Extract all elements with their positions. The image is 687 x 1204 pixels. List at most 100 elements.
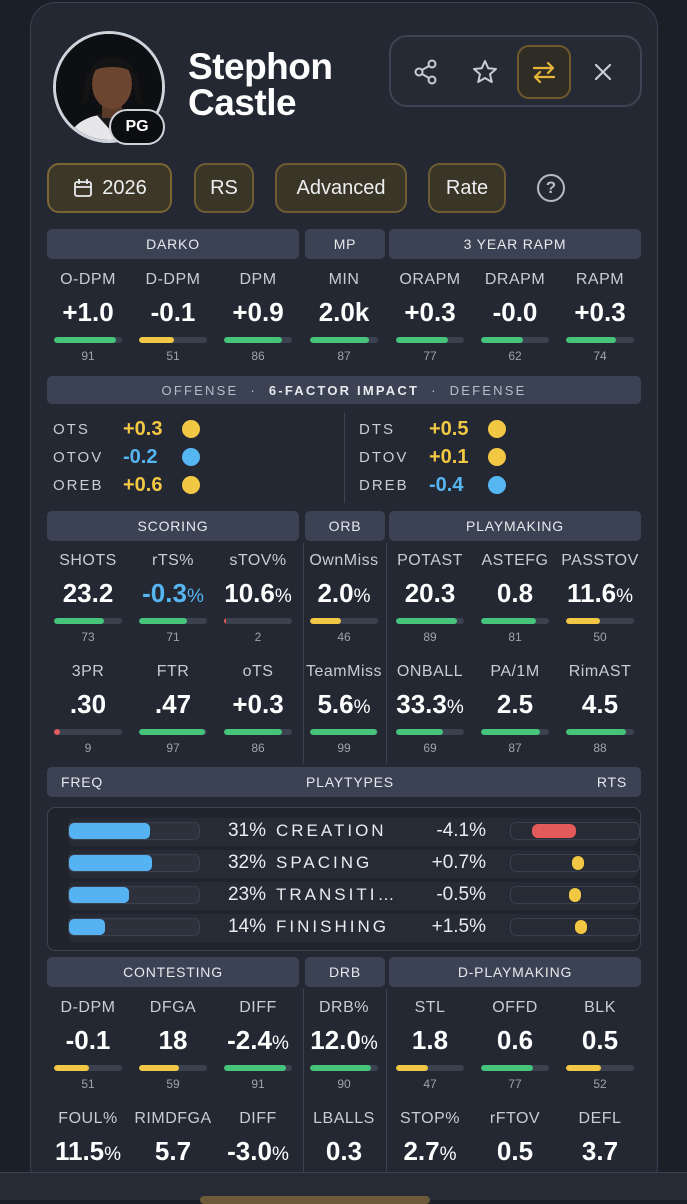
stat-dfga[interactable]: DFGA 18 59 — [130, 999, 216, 1091]
stat-stov-[interactable]: sTOV% 10.6% 2 — [215, 552, 301, 644]
help-button[interactable]: ? — [537, 174, 565, 202]
stat-number: 5.6 — [317, 689, 354, 719]
playtype-row-spacing[interactable]: 32% SPACING +0.7% — [68, 850, 640, 878]
playtype-freq-fill — [69, 887, 129, 903]
stat-rimdfga[interactable]: RIMDFGA 5.7 — [130, 1110, 216, 1168]
stat-label: ORAPM — [399, 271, 461, 288]
playtype-rts-bar — [510, 854, 640, 872]
stat-number: 0.5 — [496, 1136, 534, 1166]
stat-offd[interactable]: OFFD 0.6 77 — [472, 999, 558, 1091]
stat-ownmiss[interactable]: OwnMiss 2.0% 46 — [301, 552, 387, 644]
percentile-bar — [396, 729, 464, 735]
stat-value: 0.5 — [557, 1025, 643, 1057]
stat-ftr[interactable]: FTR .47 97 — [130, 663, 216, 755]
stat-mode-toggle[interactable]: Advanced — [275, 163, 407, 213]
stat-potast[interactable]: POTAST 20.3 89 — [387, 552, 473, 644]
stat-d-dpm[interactable]: D-DPM -0.1 51 — [45, 999, 131, 1091]
section-contesting: CONTESTING — [47, 957, 299, 987]
close-button[interactable] — [576, 45, 630, 99]
impact-otov[interactable]: OTOV -0.2 — [53, 445, 200, 469]
stat-unit: % — [186, 586, 204, 607]
playtype-freq-bar — [68, 918, 200, 936]
percentile-rank: 2 — [254, 630, 262, 644]
playtype-rts-marker — [574, 920, 587, 934]
stat-number: 2.5 — [496, 689, 534, 719]
stat-rftov[interactable]: rFTOV 0.5 — [472, 1110, 558, 1168]
section-scoring: SCORING — [47, 511, 299, 541]
percentile-rank: 91 — [81, 349, 95, 363]
compare-button[interactable] — [517, 45, 571, 99]
favorite-button[interactable] — [458, 45, 512, 99]
stat-label: TeamMiss — [305, 663, 382, 680]
impact-oreb[interactable]: OREB +0.6 — [53, 473, 200, 497]
section-dplaymaking: D-PLAYMAKING — [389, 957, 641, 987]
percentile-bar-fill — [54, 618, 104, 624]
playtype-rts: +1.5% — [431, 916, 486, 937]
view-toggle[interactable]: Rate — [428, 163, 506, 213]
playtype-row-transiti[interactable]: 23% TRANSITI… -0.5% — [68, 882, 640, 910]
percentile-bar — [566, 337, 634, 343]
impact-dreb[interactable]: DREB -0.4 — [359, 473, 506, 497]
stat-foul-[interactable]: FOUL% 11.5% — [45, 1110, 131, 1168]
impact-dtov[interactable]: DTOV +0.1 — [359, 445, 506, 469]
stat-blk[interactable]: BLK 0.5 52 — [557, 999, 643, 1091]
stat-stop-[interactable]: STOP% 2.7% — [387, 1110, 473, 1168]
percentile-rank: 91 — [251, 1077, 265, 1091]
stat-diff[interactable]: DIFF -2.4% 91 — [215, 999, 301, 1091]
season-type-toggle[interactable]: RS — [194, 163, 254, 213]
stat-passtov[interactable]: PASSTOV 11.6% 50 — [557, 552, 643, 644]
stat-3pr[interactable]: 3PR .30 9 — [45, 663, 131, 755]
percentile-bar-fill — [481, 337, 524, 343]
percentile-rank: 99 — [337, 741, 351, 755]
playtype-freq-bar — [68, 886, 200, 904]
percentile-bar — [54, 729, 122, 735]
stat-dpm[interactable]: DPM +0.9 86 — [215, 271, 301, 363]
stat-lballs[interactable]: LBALLS 0.3 — [301, 1110, 387, 1168]
stat-defl[interactable]: DEFL 3.7 — [557, 1110, 643, 1168]
share-button[interactable] — [399, 45, 453, 99]
star-icon — [473, 60, 497, 83]
stat-value: 0.6 — [472, 1025, 558, 1057]
stat-rts-[interactable]: rTS% -0.3% 71 — [130, 552, 216, 644]
stat-value: .47 — [130, 689, 216, 721]
playtype-row-creation[interactable]: 31% CREATION -4.1% — [68, 818, 640, 846]
stat-rimast[interactable]: RimAST 4.5 88 — [557, 663, 643, 755]
stat-teammiss[interactable]: TeamMiss 5.6% 99 — [301, 663, 387, 755]
stat-label: D-DPM — [60, 999, 116, 1016]
percentile-rank: 51 — [166, 349, 180, 363]
playtype-rts: -0.5% — [436, 884, 486, 905]
stat-value: 33.3% — [387, 689, 473, 721]
playtype-row-finishing[interactable]: 14% FINISHING +1.5% — [68, 914, 640, 942]
stat-diff[interactable]: DIFF -3.0% — [215, 1110, 301, 1168]
stat-label: DEFL — [578, 1110, 622, 1127]
stat-number: .30 — [69, 689, 107, 719]
stat-shots[interactable]: SHOTS 23.2 73 — [45, 552, 131, 644]
stat-rapm[interactable]: RAPM +0.3 74 — [557, 271, 643, 363]
stat-o-dpm[interactable]: O-DPM +1.0 91 — [45, 271, 131, 363]
stat-unit: % — [271, 1144, 289, 1165]
percentile-bar — [54, 337, 122, 343]
stat-unit: % — [353, 697, 371, 718]
stat-drapm[interactable]: DRAPM -0.0 62 — [472, 271, 558, 363]
position-badge: PG — [109, 109, 165, 145]
bottom-handle[interactable] — [200, 1196, 430, 1204]
stat-label: OFFD — [492, 999, 538, 1016]
stat-pa-1m[interactable]: PA/1M 2.5 87 — [472, 663, 558, 755]
stat-onball[interactable]: ONBALL 33.3% 69 — [387, 663, 473, 755]
stat-value: +1.0 — [45, 297, 131, 329]
stat-stl[interactable]: STL 1.8 47 — [387, 999, 473, 1091]
percentile-rank: 51 — [81, 1077, 95, 1091]
stat-astefg[interactable]: ASTEFG 0.8 81 — [472, 552, 558, 644]
impact-ots[interactable]: OTS +0.3 — [53, 417, 200, 441]
stat-ots[interactable]: oTS +0.3 86 — [215, 663, 301, 755]
stat-d-dpm[interactable]: D-DPM -0.1 51 — [130, 271, 216, 363]
stat-value: 2.0k — [301, 297, 387, 329]
stat-value: +0.3 — [557, 297, 643, 329]
stat-drb-[interactable]: DRB% 12.0% 90 — [301, 999, 387, 1091]
percentile-bar-fill — [396, 729, 443, 735]
season-selector[interactable]: 2026 — [47, 163, 172, 213]
stat-orapm[interactable]: ORAPM +0.3 77 — [387, 271, 473, 363]
stat-min[interactable]: MIN 2.0k 87 — [301, 271, 387, 363]
impact-dts[interactable]: DTS +0.5 — [359, 417, 506, 441]
playtype-name: TRANSITI… — [276, 885, 398, 904]
